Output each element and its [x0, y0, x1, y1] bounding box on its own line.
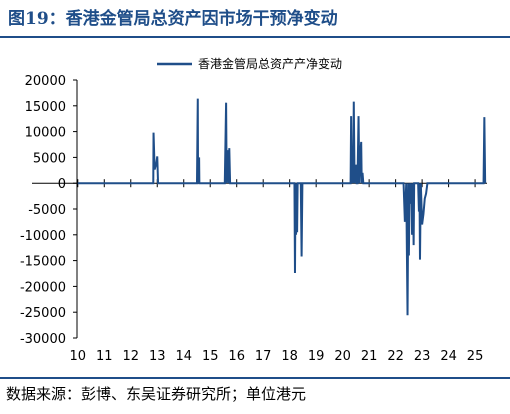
y-tick-label: 5000 [33, 151, 66, 166]
x-tick-label: 22 [387, 349, 404, 364]
x-tick-label: 25 [467, 349, 484, 364]
y-tick-label: -30000 [20, 332, 66, 347]
x-tick-label: 11 [96, 349, 113, 364]
x-tick-label: 10 [70, 349, 87, 364]
y-tick-label: -15000 [20, 255, 66, 270]
x-tick-label: 12 [122, 349, 139, 364]
x-tick-label: 19 [308, 349, 325, 364]
source-rule [0, 377, 510, 379]
title-rule [0, 36, 510, 38]
x-tick-label: 21 [361, 349, 378, 364]
y-tick-label: -20000 [20, 280, 66, 295]
x-tick-label: 20 [334, 349, 351, 364]
chart-title: 图19：香港金管局总资产因市场干预净变动 [8, 9, 338, 29]
y-tick-label: 15000 [25, 100, 66, 115]
y-tick-label: 10000 [25, 126, 66, 141]
x-tick-label: 23 [414, 349, 431, 364]
x-tick-label: 18 [281, 349, 298, 364]
y-tick-label: -5000 [28, 203, 66, 218]
y-tick-label: -10000 [20, 229, 66, 244]
x-tick-label: 17 [255, 349, 272, 364]
y-tick-label: -25000 [20, 306, 66, 321]
x-tick-label: 13 [149, 349, 166, 364]
legend: 香港金管局总资产产净变动 [157, 56, 342, 71]
x-tick-label: 14 [175, 349, 192, 364]
x-tick-label: 24 [440, 349, 457, 364]
x-tick-label: 16 [228, 349, 245, 364]
x-tick-label: 15 [202, 349, 219, 364]
y-tick-label: 20000 [25, 74, 66, 89]
x-axis: 10 11 12 13 14 15 16 17 18 19 20 21 22 23 24 25 [32, 179, 487, 364]
series-line [77, 98, 487, 316]
legend-label: 香港金管局总资产产净变动 [198, 56, 342, 71]
source-note: 数据来源：彭博、东吴证券研究所；单位港元 [6, 385, 307, 403]
y-tick-label: 0 [58, 177, 66, 192]
y-axis: 20000 15000 10000 5000 0 -5000 -10000 -15000 -20… [20, 74, 78, 347]
